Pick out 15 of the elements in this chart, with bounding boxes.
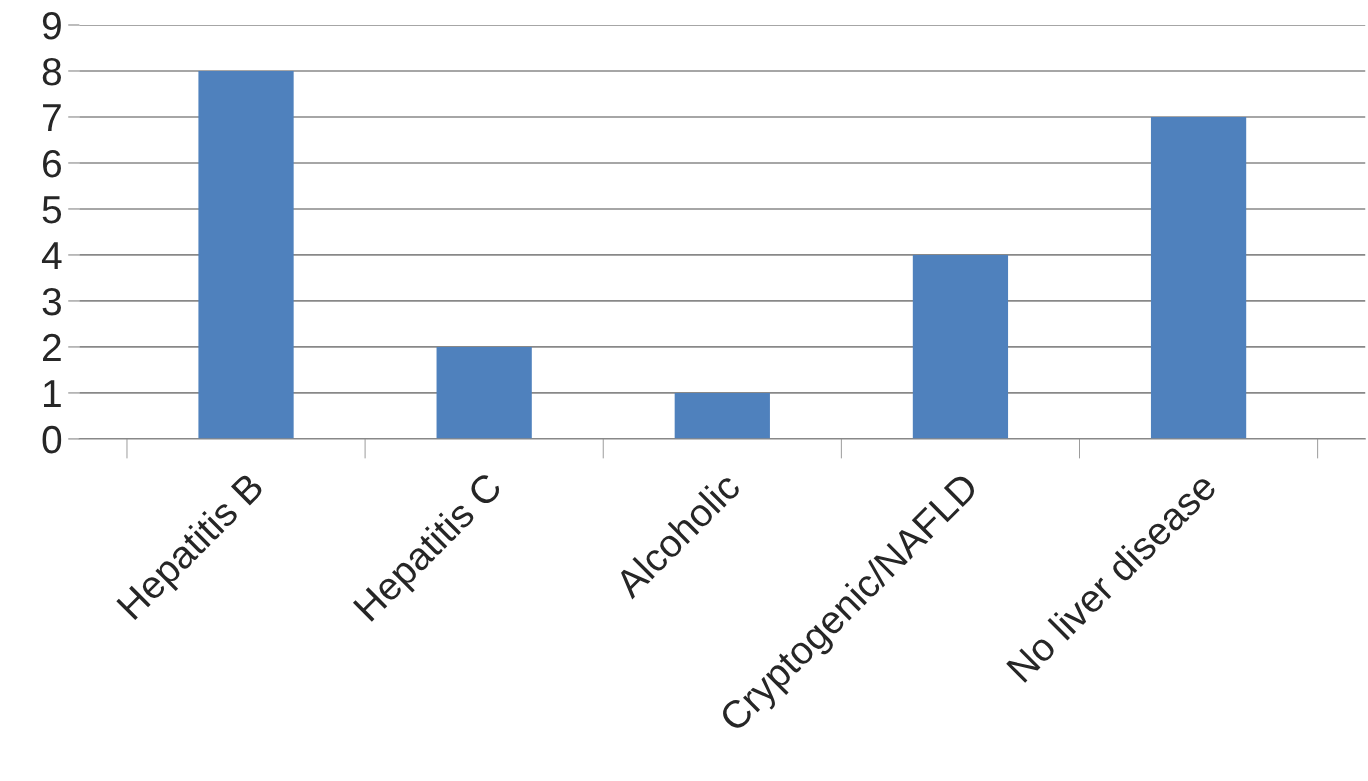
y-tick-label: 2 — [43, 333, 61, 362]
bar — [436, 346, 532, 439]
y-tick-label: 1 — [44, 380, 61, 408]
y-tick-label: 8 — [42, 57, 61, 86]
y-tick-label: 5 — [42, 196, 62, 224]
y-tick-label: 0 — [42, 425, 62, 454]
y-tick-label: 7 — [43, 104, 61, 132]
y-tick-label: 3 — [42, 287, 61, 316]
bar — [912, 254, 1009, 439]
y-tick-label: 6 — [43, 149, 61, 178]
y-tick-label: 9 — [42, 11, 61, 40]
bar — [674, 392, 770, 439]
y-tick-label: 4 — [41, 242, 62, 270]
bar — [1150, 116, 1247, 439]
bar — [198, 70, 294, 439]
